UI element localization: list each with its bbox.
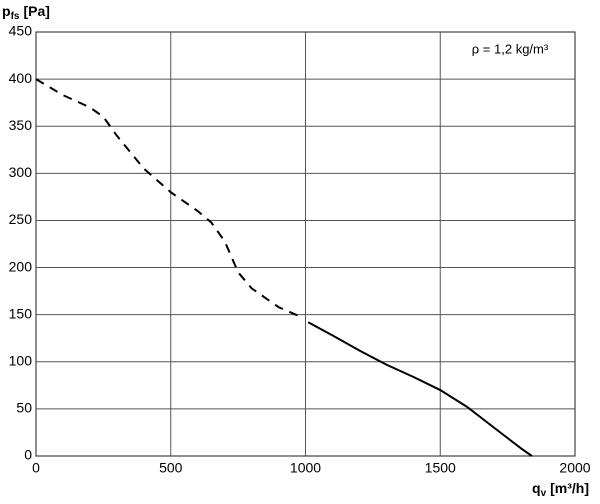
y-symbol: p <box>2 3 11 19</box>
line <box>35 78 301 318</box>
x-tick-label: 0 <box>32 460 40 476</box>
y-tick-label: 0 <box>24 447 32 463</box>
y-axis-label: pfs [Pa] <box>2 3 50 22</box>
y-tick-label: 50 <box>16 400 32 416</box>
x-tick-label: 1000 <box>290 460 321 476</box>
x-axis-label: qv [m³/h] <box>532 480 589 499</box>
x-unit: [m³/h] <box>550 480 589 496</box>
y-unit: [Pa] <box>23 3 49 19</box>
line <box>307 321 533 457</box>
x-tick-label: 2000 <box>559 460 590 476</box>
x-symbol: q <box>532 480 541 496</box>
x-tick-label: 1500 <box>425 460 456 476</box>
y-subscript: fs <box>11 11 20 22</box>
y-tick-label: 100 <box>9 352 33 368</box>
y-tick-label: 300 <box>9 164 33 180</box>
y-tick-label: 250 <box>9 211 33 227</box>
y-tick-label: 450 <box>9 23 33 39</box>
x-subscript: v <box>541 488 547 499</box>
x-tick-label: 500 <box>159 460 183 476</box>
y-tick-label: 200 <box>9 258 33 274</box>
y-tick-label: 400 <box>9 70 33 86</box>
y-tick-label: 150 <box>9 305 33 321</box>
y-tick-label: 350 <box>9 117 33 133</box>
annotation: ρ = 1,2 kg/m³ <box>472 41 549 56</box>
plot-border <box>35 31 576 457</box>
